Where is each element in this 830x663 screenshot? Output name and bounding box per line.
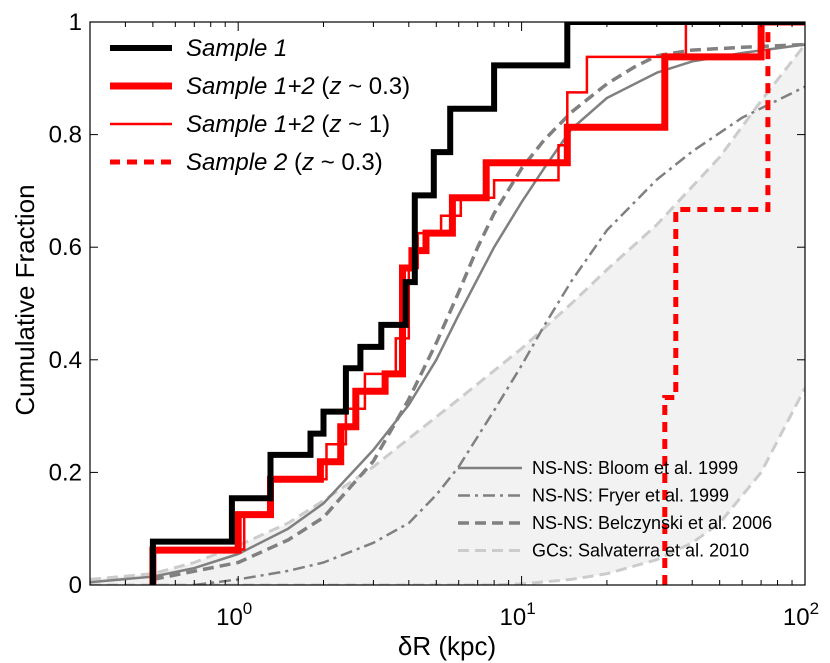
legend-label-bloom: NS-NS: Bloom et al. 1999 (532, 458, 738, 478)
s2-step-line (662, 22, 805, 585)
legend-label-belc: NS-NS: Belczynski et al. 2006 (532, 513, 772, 533)
y-tick-label: 0.2 (49, 459, 82, 486)
bloom-line (90, 43, 805, 584)
y-tick-label: 0.8 (49, 122, 82, 149)
x-tick-label: 100 (216, 599, 252, 631)
y-axis-label: Cumulative Fraction (10, 184, 40, 415)
x-tick-label: 101 (500, 599, 536, 631)
legend-label-fryer: NS-NS: Fryer et al. 1999 (532, 486, 729, 506)
legend-label-gcs: GCs: Salvaterra et al. 2010 (532, 541, 749, 561)
y-tick-label: 1 (69, 9, 82, 36)
plot-frame (89, 21, 806, 586)
x-axis-label: δR (kpc) (398, 631, 496, 661)
gcs-lower-line (90, 387, 805, 585)
fryer-line (194, 85, 805, 585)
legend-label-s12b: Sample 1+2 (z ~ 1) (186, 111, 390, 138)
y-tick-label: 0.6 (49, 234, 82, 261)
gcs-upper-line (90, 43, 805, 581)
x-tick-label: 102 (783, 599, 819, 631)
y-tick-label: 0 (69, 572, 82, 599)
legend-label-s1: Sample 1 (186, 35, 287, 62)
legend-label-s2: Sample 2 (z ~ 0.3) (186, 149, 383, 176)
legend-label-s12a: Sample 1+2 (z ~ 0.3) (186, 73, 410, 100)
gcs-band-fill (90, 44, 805, 585)
s1-step-line (149, 22, 805, 585)
y-tick-label: 0.4 (49, 347, 82, 374)
